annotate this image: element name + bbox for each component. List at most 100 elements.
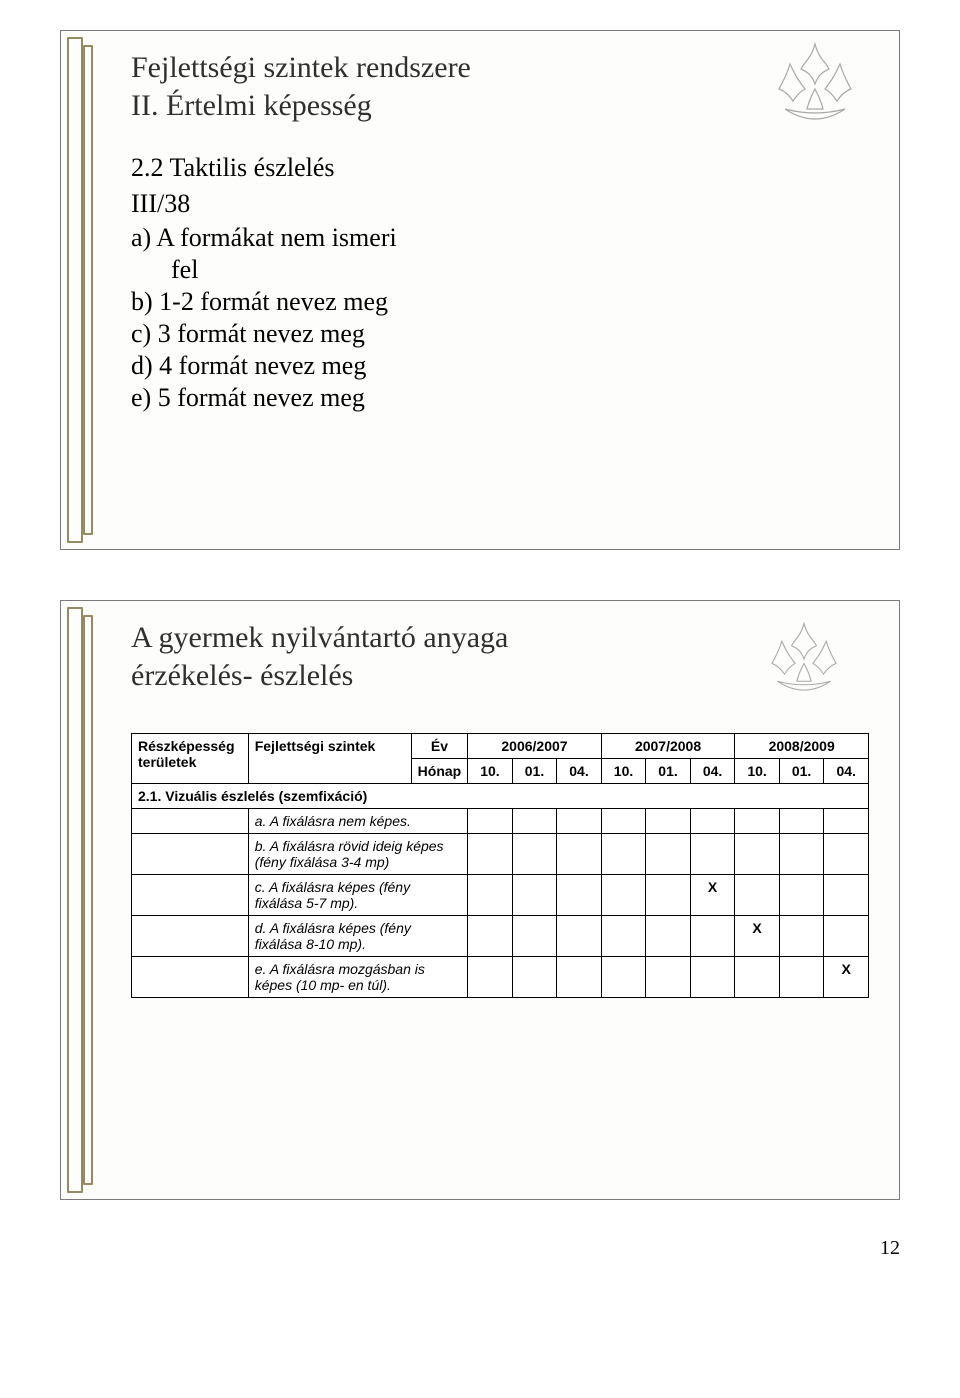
col1-header: Részképesség területek <box>132 734 249 784</box>
data-cell <box>557 875 602 916</box>
data-cell <box>690 957 735 998</box>
decor-bar-inner-2 <box>83 615 93 1185</box>
data-cell <box>735 957 780 998</box>
data-cell <box>824 809 869 834</box>
data-cell <box>601 957 646 998</box>
fleur-emblem-icon-2 <box>759 619 849 699</box>
table-row: e. A fixálásra mozgásban is képes (10 mp… <box>132 957 869 998</box>
row-col1 <box>132 834 249 875</box>
item-b: b) 1-2 formát nevez meg <box>131 287 869 317</box>
slide1-title: Fejlettségi szintek rendszere <box>131 51 869 85</box>
row-col1 <box>132 957 249 998</box>
month-3: 10. <box>601 759 646 784</box>
data-cell <box>512 834 557 875</box>
data-cell <box>512 809 557 834</box>
data-cell <box>468 875 513 916</box>
row-label: c. A fixálásra képes (fény fixálása 5-7 … <box>248 875 468 916</box>
item-a: a) A formákat nem ismeri <box>131 223 869 253</box>
data-cell <box>557 809 602 834</box>
section-row-label: 2.1. Vizuális észlelés (szemfixáció) <box>132 784 869 809</box>
slide-1-content: Fejlettségi szintek rendszere II. Értelm… <box>131 51 869 413</box>
data-cell <box>601 834 646 875</box>
slide1-subtitle: II. Értelmi képesség <box>131 89 869 123</box>
row-label: d. A fixálásra képes (fény fixálása 8-10… <box>248 916 468 957</box>
data-cell <box>512 875 557 916</box>
data-cell <box>557 834 602 875</box>
row-label: b. A fixálásra rövid ideig képes (fény f… <box>248 834 468 875</box>
data-cell <box>601 809 646 834</box>
month-0: 10. <box>468 759 513 784</box>
data-cell <box>779 834 824 875</box>
tracking-table-wrap: Részképesség területek Fejlettségi szint… <box>131 733 869 998</box>
slide-1: Fejlettségi szintek rendszere II. Értelm… <box>60 30 900 550</box>
data-cell: X <box>824 957 869 998</box>
data-cell <box>646 834 691 875</box>
data-cell <box>779 916 824 957</box>
item-e: e) 5 formát nevez meg <box>131 383 869 413</box>
data-cell <box>468 916 513 957</box>
slide1-section: 2.2 Taktilis észlelés <box>131 153 869 183</box>
year-3: 2008/2009 <box>735 734 869 759</box>
data-cell <box>601 916 646 957</box>
data-cell <box>779 809 824 834</box>
data-cell <box>690 834 735 875</box>
data-cell <box>824 875 869 916</box>
col2-header: Fejlettségi szintek <box>248 734 411 784</box>
row-col1 <box>132 916 249 957</box>
data-cell <box>557 957 602 998</box>
month-7: 01. <box>779 759 824 784</box>
row-col1 <box>132 875 249 916</box>
month-1: 01. <box>512 759 557 784</box>
month-6: 10. <box>735 759 780 784</box>
data-cell <box>601 875 646 916</box>
year-1: 2006/2007 <box>468 734 602 759</box>
data-cell <box>512 957 557 998</box>
data-cell <box>735 834 780 875</box>
data-cell <box>779 875 824 916</box>
item-a-cont: fel <box>131 255 869 285</box>
data-cell <box>824 834 869 875</box>
data-cell <box>557 916 602 957</box>
data-cell: X <box>690 875 735 916</box>
year-2: 2007/2008 <box>601 734 735 759</box>
data-cell <box>824 916 869 957</box>
row-label: a. A fixálásra nem képes. <box>248 809 468 834</box>
data-cell <box>646 957 691 998</box>
data-cell: X <box>735 916 780 957</box>
month-8: 04. <box>824 759 869 784</box>
decor-bar-inner <box>83 45 93 535</box>
data-cell <box>735 809 780 834</box>
month-label: Hónap <box>411 759 468 784</box>
data-cell <box>735 875 780 916</box>
table-header-row-1: Részképesség területek Fejlettségi szint… <box>132 734 869 759</box>
table-row: b. A fixálásra rövid ideig képes (fény f… <box>132 834 869 875</box>
month-2: 04. <box>557 759 602 784</box>
page: Fejlettségi szintek rendszere II. Értelm… <box>0 0 960 1280</box>
page-number: 12 <box>880 1237 900 1260</box>
month-4: 01. <box>646 759 691 784</box>
year-label: Év <box>411 734 468 759</box>
data-cell <box>646 916 691 957</box>
item-c: c) 3 formát nevez meg <box>131 319 869 349</box>
data-cell <box>646 809 691 834</box>
table-row: a. A fixálásra nem képes. <box>132 809 869 834</box>
data-cell <box>690 809 735 834</box>
data-cell <box>468 834 513 875</box>
tracking-table: Részképesség területek Fejlettségi szint… <box>131 733 869 998</box>
data-cell <box>646 875 691 916</box>
fleur-emblem-icon <box>765 39 865 129</box>
row-col1 <box>132 809 249 834</box>
data-cell <box>690 916 735 957</box>
data-cell <box>779 957 824 998</box>
section-row: 2.1. Vizuális észlelés (szemfixáció) <box>132 784 869 809</box>
table-row: d. A fixálásra képes (fény fixálása 8-10… <box>132 916 869 957</box>
data-cell <box>468 957 513 998</box>
decor-bar-outer-2 <box>67 607 83 1193</box>
decor-bar-outer <box>67 37 83 543</box>
row-label: e. A fixálásra mozgásban is képes (10 mp… <box>248 957 468 998</box>
table-row: c. A fixálásra képes (fény fixálása 5-7 … <box>132 875 869 916</box>
slide-2: A gyermek nyilvántartó anyaga érzékelés-… <box>60 600 900 1200</box>
item-d: d) 4 formát nevez meg <box>131 351 869 381</box>
data-cell <box>512 916 557 957</box>
slide1-code: III/38 <box>131 189 869 219</box>
